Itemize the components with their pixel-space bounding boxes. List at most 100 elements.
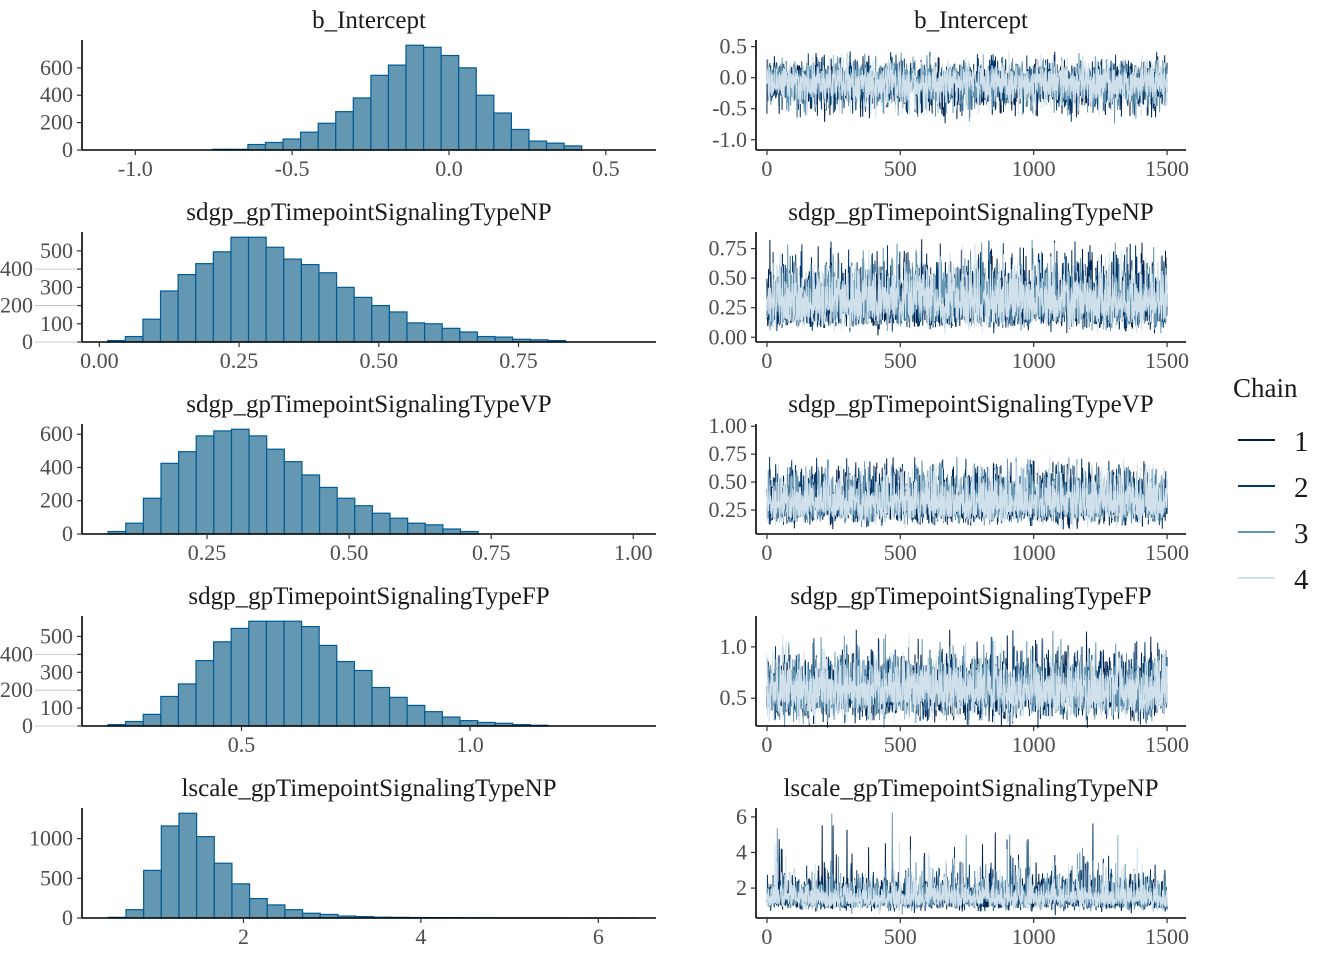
trace-line-chain-4 <box>766 633 1168 725</box>
y-tick-label: 6 <box>736 804 747 829</box>
x-tick-label: 0.0 <box>435 156 463 181</box>
y-tick-label: 400 <box>40 82 73 107</box>
histogram-bar <box>352 97 372 151</box>
y-tick-label: -0.5 <box>712 96 747 121</box>
histogram-bar <box>335 111 354 151</box>
x-tick-label: 1500 <box>1145 732 1189 757</box>
legend-item-1: 1 <box>1238 426 1309 458</box>
histogram-bar <box>283 461 303 535</box>
legend-item-2: 2 <box>1238 472 1309 504</box>
histogram-bar <box>125 909 145 919</box>
trace-line-chain-4 <box>766 836 1168 915</box>
y-tick-label: 0.25 <box>709 497 748 522</box>
x-tick-label: 0.75 <box>472 540 511 565</box>
histogram-bar <box>142 497 162 535</box>
chain-legend: Chain 1 2 3 4 <box>1233 373 1309 596</box>
x-tick-label: 0.75 <box>499 348 538 373</box>
histogram-bar <box>318 486 338 535</box>
x-tick-label: 1000 <box>1012 540 1056 565</box>
histogram-bar <box>142 713 162 727</box>
x-tick-label: 1.00 <box>614 540 653 565</box>
histogram-bar <box>160 462 180 535</box>
histogram-bar <box>178 812 198 919</box>
trace-panel: b_Intercept 0 500 1000 1500 -1.0 -0.5 0.0 0.5 <box>712 7 1189 181</box>
x-tick-label: 0 <box>761 732 772 757</box>
x-tick-label: 500 <box>884 924 917 949</box>
histogram-bar <box>177 273 197 343</box>
histogram-bar <box>441 327 461 343</box>
legend-title: Chain <box>1233 373 1298 403</box>
y-tick-label: 300 <box>40 274 73 299</box>
histogram-bar <box>545 142 565 151</box>
y-tick-label: 0 <box>22 713 33 738</box>
histogram-bar <box>318 272 338 343</box>
y-tick-label: 1.00 <box>709 413 748 438</box>
x-tick-label: 1500 <box>1145 348 1189 373</box>
trace-panel: sdgp_gpTimepointSignalingTypeVP 0 500 1000 1… <box>709 391 1190 565</box>
histogram-bar <box>422 46 442 151</box>
panel-title: sdgp_gpTimepointSignalingTypeFP <box>188 583 549 610</box>
legend-item-3: 3 <box>1238 518 1309 550</box>
x-tick-label: 0 <box>761 924 772 949</box>
histogram-panel: sdgp_gpTimepointSignalingTypeVP 0.25 0.50 0… <box>40 391 656 565</box>
y-tick-label: 200 <box>40 488 73 513</box>
histogram-bar <box>406 704 426 727</box>
y-tick-label: 0.5 <box>720 34 748 59</box>
y-tick-label: 500 <box>40 238 73 263</box>
legend-label-4: 4 <box>1294 564 1309 596</box>
histogram-bar <box>196 836 215 919</box>
y-tick-label: 1.0 <box>720 634 748 659</box>
histogram-bar <box>335 286 355 343</box>
histogram-panel: sdgp_gpTimepointSignalingTypeFP 0.5 1.0 0 10… <box>0 583 656 757</box>
panel-title: b_Intercept <box>914 7 1028 34</box>
histogram-bar <box>160 695 180 727</box>
histogram-bar <box>195 660 215 727</box>
panel-title: b_Intercept <box>312 7 426 34</box>
x-tick-label: 0.00 <box>80 348 119 373</box>
x-tick-label: 1000 <box>1012 348 1056 373</box>
y-tick-label: -1.0 <box>712 127 747 152</box>
y-tick-label: 0 <box>62 137 73 162</box>
y-tick-label: 0.50 <box>709 265 748 290</box>
y-tick-label: 0.5 <box>720 685 748 710</box>
histogram-bar <box>387 64 407 151</box>
histogram-bar <box>300 263 320 343</box>
histogram-bar <box>284 909 304 919</box>
panel-title: sdgp_gpTimepointSignalingTypeVP <box>788 391 1153 418</box>
histogram-bar <box>213 862 233 919</box>
y-tick-label: 100 <box>40 695 73 720</box>
legend-label-1: 1 <box>1294 426 1309 458</box>
y-tick-label: 0 <box>22 329 33 354</box>
y-tick-label: 0.0 <box>720 65 748 90</box>
histogram-bar <box>405 44 425 151</box>
histogram-bar <box>247 236 267 343</box>
histogram-bar <box>475 94 495 151</box>
histogram-bar <box>248 897 268 919</box>
x-tick-label: 500 <box>884 156 917 181</box>
histogram-bar <box>178 451 197 535</box>
x-tick-label: 1500 <box>1145 924 1189 949</box>
histogram-bar <box>389 517 409 535</box>
histogram-bar <box>125 522 144 535</box>
y-tick-label: 100 <box>40 311 73 336</box>
y-tick-label: 600 <box>40 55 73 80</box>
histogram-bar <box>493 112 513 151</box>
y-tick-label: 600 <box>40 421 73 446</box>
histogram-bar <box>283 620 303 727</box>
trace-line-chain-4 <box>766 456 1168 530</box>
histogram-bar <box>458 67 477 151</box>
histogram-bar <box>265 246 285 343</box>
histogram-bar <box>230 627 250 727</box>
histogram-bar <box>159 290 179 343</box>
panel-title: sdgp_gpTimepointSignalingTypeFP <box>790 583 1151 610</box>
panel-title: sdgp_gpTimepointSignalingTypeNP <box>788 199 1153 226</box>
histogram-panel: lscale_gpTimepointSignalingTypeNP 2 4 6 0 500… <box>29 775 656 949</box>
y-tick-label: 0.00 <box>709 324 748 349</box>
histogram-bar <box>124 335 144 343</box>
histogram-bar <box>301 474 321 535</box>
histogram-bar <box>441 716 461 727</box>
histogram-bar <box>528 140 548 151</box>
histogram-bar <box>370 74 390 151</box>
x-tick-label: 500 <box>884 540 917 565</box>
